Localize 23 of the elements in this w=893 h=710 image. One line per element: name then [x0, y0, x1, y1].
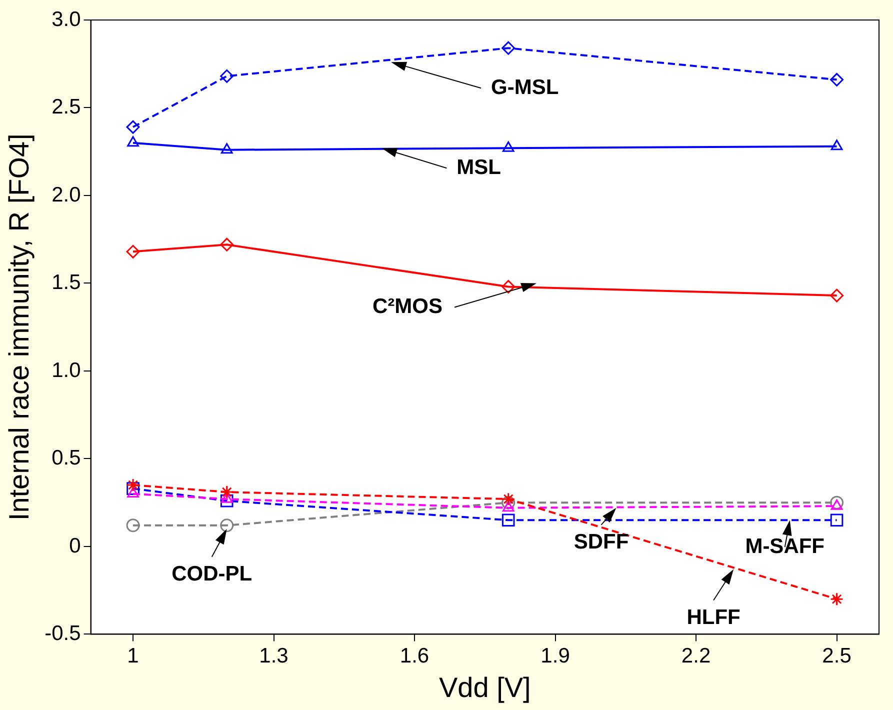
x-tick-label: 1	[127, 644, 139, 668]
y-tick-label: 1.5	[52, 271, 81, 294]
x-tick-label: 1.6	[400, 644, 430, 668]
series-label: C²MOS	[372, 295, 443, 318]
series-label: HLFF	[686, 606, 741, 630]
series-label: G-MSL	[491, 76, 559, 99]
y-tick-label: 1.0	[52, 358, 81, 382]
x-tick-label: 1.3	[259, 644, 288, 668]
y-tick-label: 0.5	[52, 446, 81, 470]
x-tick-label: 2.2	[681, 644, 711, 668]
x-tick-label: 1.9	[540, 644, 570, 668]
series-label: M-SAFF	[745, 534, 825, 558]
series-label: SDFF	[574, 530, 629, 554]
x-axis-title: Vdd [V]	[438, 672, 531, 703]
y-tick-label: 2.5	[52, 96, 81, 119]
y-tick-label: -0.5	[44, 622, 81, 645]
series-label: COD-PL	[172, 562, 252, 586]
series-label: MSL	[456, 156, 502, 179]
x-tick-label: 2.5	[822, 644, 852, 668]
y-tick-label: 0	[69, 534, 81, 558]
y-tick-label: 3.0	[52, 8, 81, 31]
y-tick-label: 2.0	[52, 183, 81, 206]
y-axis-title: Internal race immunity, R [FO4]	[4, 134, 35, 521]
